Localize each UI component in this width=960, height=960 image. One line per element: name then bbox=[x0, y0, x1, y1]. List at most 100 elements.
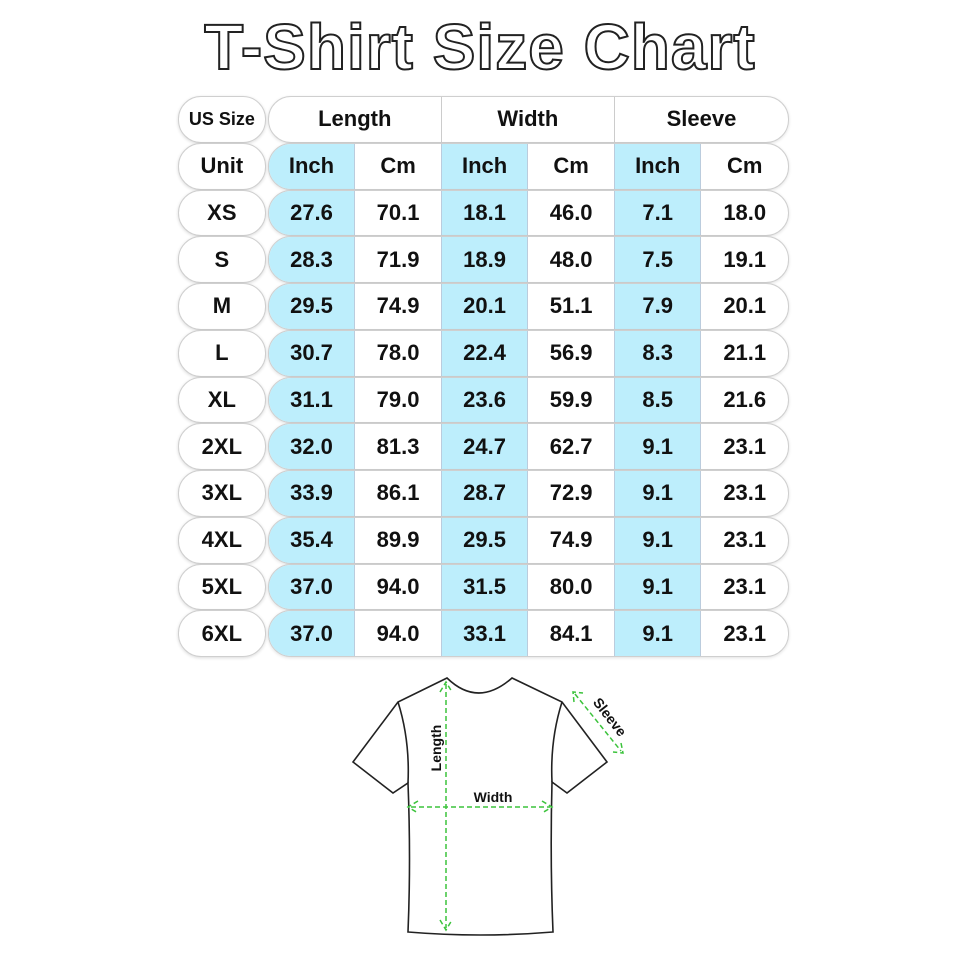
size-label: S bbox=[178, 236, 266, 283]
value-cell: 21.6 bbox=[723, 386, 767, 412]
value-cell: 84.1 bbox=[528, 611, 615, 656]
table-row: XL 31.1 79.0 23.6 59.9 8.5 21.6 bbox=[178, 376, 789, 424]
page-title: T-Shirt Size Chart bbox=[203, 10, 756, 84]
value-cell: 30.7 bbox=[268, 330, 356, 376]
table-row: 4XL 35.4 89.9 29.5 74.9 9.1 23.1 bbox=[178, 516, 789, 564]
value-cell: 7.1 bbox=[614, 190, 702, 236]
value-cell: 78.0 bbox=[355, 330, 442, 376]
unit-header-inch: Inch bbox=[441, 143, 529, 189]
unit-header-inch: Inch bbox=[268, 143, 356, 189]
value-cell: 21.1 bbox=[723, 340, 767, 366]
unit-header-cm: Cm bbox=[355, 143, 442, 189]
value-cell: 70.1 bbox=[355, 190, 442, 236]
width-label: Width bbox=[474, 789, 513, 805]
sleeve-label: Sleeve bbox=[590, 695, 630, 740]
size-label: 3XL bbox=[178, 470, 266, 517]
value-cell: 94.0 bbox=[355, 564, 442, 610]
size-label: XS bbox=[178, 189, 266, 237]
value-cell: 19.1 bbox=[723, 246, 767, 272]
unit-row: Unit Inch Cm Inch Cm Inch Cm bbox=[178, 142, 789, 190]
value-cell: 23.1 bbox=[723, 480, 767, 506]
length-label: Length bbox=[428, 725, 444, 772]
value-cell: 20.1 bbox=[441, 284, 529, 329]
size-label: L bbox=[178, 329, 266, 377]
value-cell: 28.7 bbox=[441, 471, 529, 516]
value-cell: 23.6 bbox=[441, 377, 529, 423]
unit-header-cm: Cm bbox=[528, 143, 615, 189]
size-label: 4XL bbox=[178, 516, 266, 564]
value-cell: 89.9 bbox=[355, 517, 442, 563]
value-cell: 23.1 bbox=[723, 527, 767, 553]
value-cell: 31.5 bbox=[441, 564, 529, 610]
table-row: S 28.3 71.9 18.9 48.0 7.5 19.1 bbox=[178, 236, 789, 283]
value-cell: 33.9 bbox=[268, 471, 356, 516]
value-cell: 18.0 bbox=[723, 199, 767, 225]
value-cell: 7.9 bbox=[614, 284, 702, 329]
value-cell: 9.1 bbox=[614, 564, 702, 610]
value-cell: 35.4 bbox=[268, 517, 356, 563]
sleeve-arrow bbox=[574, 693, 622, 752]
value-cell: 48.0 bbox=[528, 237, 615, 282]
table-row: 3XL 33.9 86.1 28.7 72.9 9.1 23.1 bbox=[178, 470, 789, 517]
table-row: M 29.5 74.9 20.1 51.1 7.9 20.1 bbox=[178, 283, 789, 330]
value-cell: 7.5 bbox=[614, 237, 702, 282]
value-cell: 28.3 bbox=[268, 237, 356, 282]
size-label: XL bbox=[178, 376, 266, 424]
value-cell: 29.5 bbox=[441, 517, 529, 563]
group-width: Width bbox=[442, 97, 615, 142]
value-cell: 80.0 bbox=[528, 564, 615, 610]
table-row: XS 27.6 70.1 18.1 46.0 7.1 18.0 bbox=[178, 189, 789, 237]
group-header-row: US Size Length Width Sleeve bbox=[178, 96, 789, 143]
size-label: 5XL bbox=[178, 563, 266, 611]
value-cell: 24.7 bbox=[441, 424, 529, 469]
value-cell: 86.1 bbox=[355, 471, 442, 516]
value-cell: 59.9 bbox=[528, 377, 615, 423]
group-sleeve: Sleeve bbox=[666, 106, 737, 132]
value-cell: 23.1 bbox=[723, 573, 767, 599]
value-cell: 74.9 bbox=[528, 517, 615, 563]
value-cell: 18.9 bbox=[441, 237, 529, 282]
value-cell: 37.0 bbox=[268, 611, 356, 656]
size-table: US Size Length Width Sleeve Unit Inch Cm I… bbox=[178, 96, 789, 657]
value-cell: 18.1 bbox=[441, 190, 529, 236]
unit-header-inch: Inch bbox=[614, 143, 702, 189]
value-cell: 79.0 bbox=[355, 377, 442, 423]
value-cell: 51.1 bbox=[528, 284, 615, 329]
value-cell: 81.3 bbox=[355, 424, 442, 469]
unit-header-cm: Cm bbox=[727, 153, 763, 179]
table-row: 6XL 37.0 94.0 33.1 84.1 9.1 23.1 bbox=[178, 610, 789, 657]
value-cell: 37.0 bbox=[268, 564, 356, 610]
value-cell: 20.1 bbox=[723, 293, 767, 319]
value-cell: 74.9 bbox=[355, 284, 442, 329]
value-cell: 72.9 bbox=[528, 471, 615, 516]
table-row: L 30.7 78.0 22.4 56.9 8.3 21.1 bbox=[178, 329, 789, 377]
value-cell: 62.7 bbox=[528, 424, 615, 469]
unit-label: Unit bbox=[178, 142, 266, 190]
group-length: Length bbox=[269, 97, 442, 142]
value-cell: 33.1 bbox=[441, 611, 529, 656]
value-cell: 9.1 bbox=[614, 424, 702, 469]
size-label: 6XL bbox=[178, 610, 266, 657]
value-cell: 46.0 bbox=[528, 190, 615, 236]
value-cell: 27.6 bbox=[268, 190, 356, 236]
size-label: M bbox=[178, 283, 266, 330]
value-cell: 71.9 bbox=[355, 237, 442, 282]
value-cell: 94.0 bbox=[355, 611, 442, 656]
value-cell: 29.5 bbox=[268, 284, 356, 329]
value-cell: 8.3 bbox=[614, 330, 702, 376]
value-cell: 56.9 bbox=[528, 330, 615, 376]
value-cell: 9.1 bbox=[614, 471, 702, 516]
value-cell: 22.4 bbox=[441, 330, 529, 376]
corner-label: US Size bbox=[178, 96, 266, 143]
value-cell: 23.1 bbox=[723, 433, 767, 459]
value-cell: 32.0 bbox=[268, 424, 356, 469]
value-cell: 23.1 bbox=[723, 620, 767, 646]
value-cell: 31.1 bbox=[268, 377, 356, 423]
table-row: 5XL 37.0 94.0 31.5 80.0 9.1 23.1 bbox=[178, 563, 789, 611]
size-label: 2XL bbox=[178, 423, 266, 470]
value-cell: 9.1 bbox=[614, 611, 702, 656]
value-cell: 8.5 bbox=[614, 377, 702, 423]
value-cell: 9.1 bbox=[614, 517, 702, 563]
table-row: 2XL 32.0 81.3 24.7 62.7 9.1 23.1 bbox=[178, 423, 789, 470]
